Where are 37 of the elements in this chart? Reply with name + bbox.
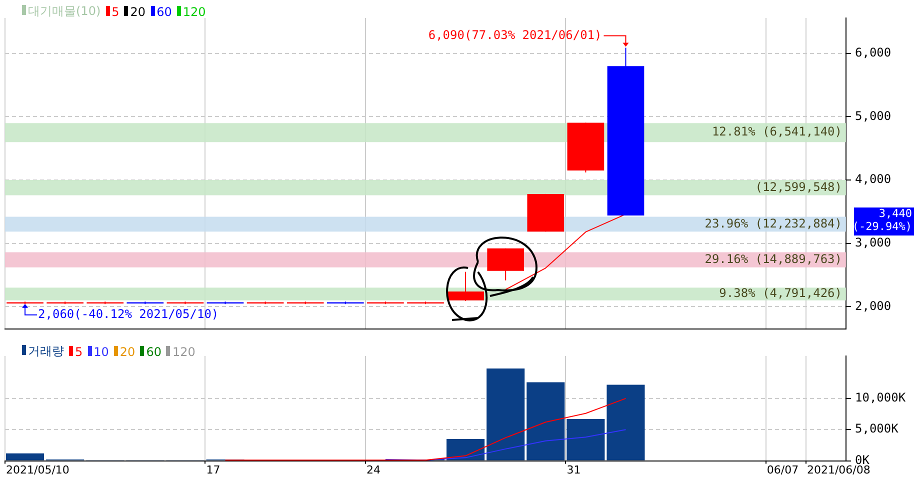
annotation: 6,090(77.03% 2021/06/01) xyxy=(428,28,602,42)
x-tick-label: 2021/05/10 xyxy=(6,463,70,476)
y-tick-label: 10,000K xyxy=(855,390,906,405)
x-tick-label: 24 xyxy=(366,463,380,476)
band-label: 12.81% (6,541,140) xyxy=(712,124,842,139)
legend-label: 60 xyxy=(156,4,172,18)
bar xyxy=(6,453,44,460)
bar xyxy=(606,384,645,460)
text: 3,440 (-29.94%) xyxy=(852,206,912,233)
bar xyxy=(526,382,565,460)
bar xyxy=(566,419,605,460)
y-tick-label: 6,000 xyxy=(855,46,892,60)
legend-label: 5 xyxy=(74,344,83,358)
legend-label: 거래량 xyxy=(27,343,64,360)
legend-label: 5 xyxy=(110,4,120,18)
band-label: 9.38% (4,791,426) xyxy=(719,286,842,300)
bar xyxy=(486,368,525,460)
x-tick-label: 31 xyxy=(566,463,581,476)
band-label: 23.96% (12,232,884) xyxy=(704,216,842,230)
legend-label: 10 xyxy=(92,344,109,358)
x-tick-label: 17 xyxy=(206,463,220,476)
x-tick-label: 2021/06/08 xyxy=(806,463,870,476)
band-label: (12,599,548) xyxy=(755,180,842,194)
legend-label: 20 xyxy=(129,4,146,18)
legend-title: 대기매물(10) xyxy=(27,3,101,20)
legend-label: 60 xyxy=(145,344,162,358)
y-tick-label: 4,000 xyxy=(855,172,892,186)
annotation: 2,060(-40.12% 2021/05/10) xyxy=(38,306,219,321)
y-tick-label: 5,000K xyxy=(855,422,900,436)
y-tick-label: 3,000 xyxy=(855,235,892,250)
legend-label: 120 xyxy=(182,4,206,18)
x-tick-label: 06/07 xyxy=(766,463,799,476)
band-label: 29.16% (14,889,763) xyxy=(704,252,842,266)
legend-label: 20 xyxy=(118,344,136,358)
y-tick-label: 2,000 xyxy=(855,298,892,313)
y-tick-label: 5,000 xyxy=(855,108,892,123)
legend-label: 120 xyxy=(171,344,196,358)
